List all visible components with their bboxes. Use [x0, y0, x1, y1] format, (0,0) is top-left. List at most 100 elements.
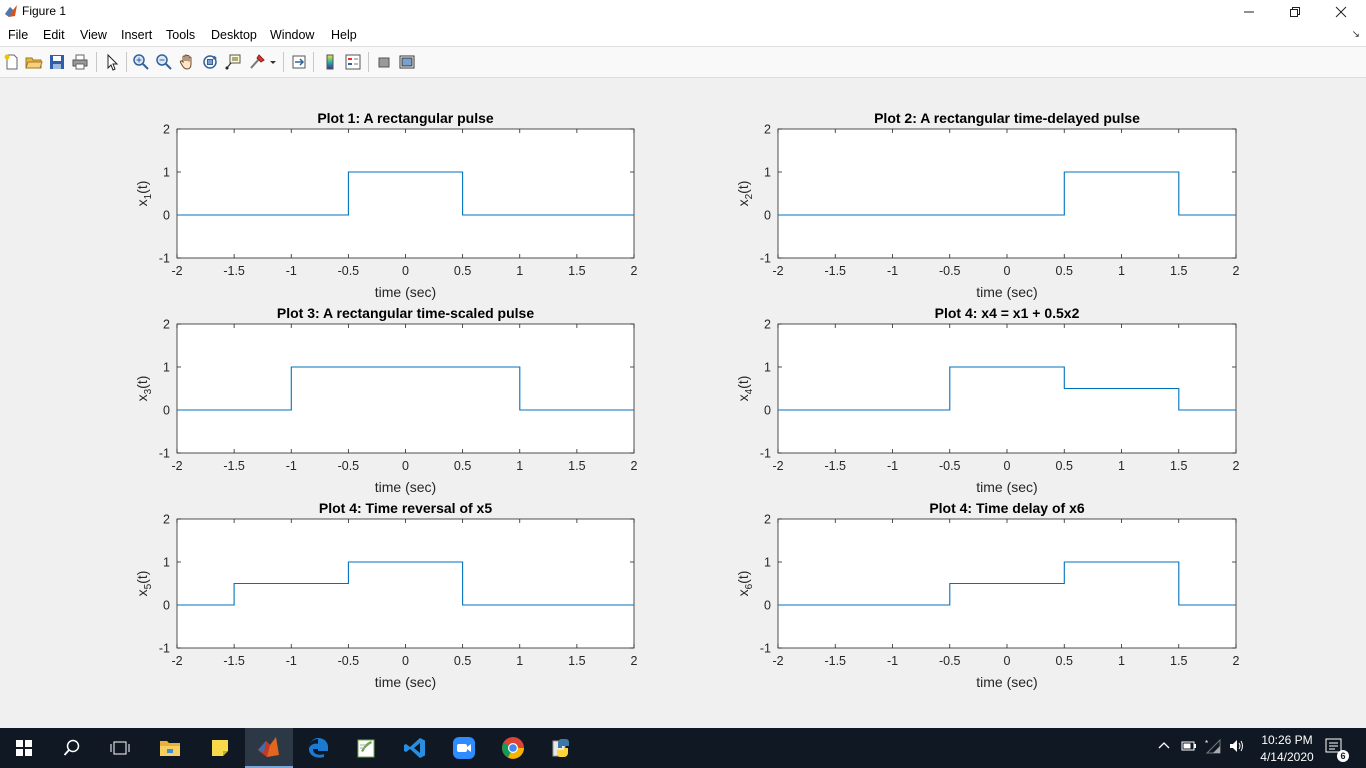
notepad-plus-button[interactable] — [342, 728, 390, 768]
new-figure-icon[interactable] — [3, 53, 21, 71]
edge-button[interactable] — [294, 728, 342, 768]
y-axis-label-tail: (t) — [134, 571, 150, 584]
x-tick-label: -1 — [286, 654, 297, 668]
y-axis-label-subscript: 6 — [744, 583, 755, 589]
signal-line[interactable] — [778, 171, 1236, 216]
link-plot-icon[interactable] — [290, 53, 308, 71]
subplot-1[interactable]: -2 -1.5 -1 -0.5 0 0.5 1 1.5 2 -1 0 1 2 Plot 1: A rect… — [134, 110, 638, 300]
x-tick-label: 1.5 — [1170, 264, 1187, 278]
y-tick-label: 2 — [163, 123, 170, 137]
subplot-4[interactable]: -2 -1.5 -1 -0.5 0 0.5 1 1.5 2 -1 0 1 2 Plot 4: x4 = x… — [735, 305, 1240, 495]
y-tick-label: 1 — [764, 556, 771, 570]
sticky-notes-button[interactable] — [196, 728, 244, 768]
x-axis-label: time (sec) — [375, 674, 436, 690]
menu-desktop[interactable]: Desktop — [211, 28, 257, 42]
plot-title: Plot 4: x4 = x1 + 0.5x2 — [935, 305, 1080, 321]
y-axis-label: x1(t) — [134, 181, 154, 207]
matlab-icon — [258, 737, 279, 757]
zoom-in-icon[interactable] — [132, 53, 150, 71]
restore-button[interactable] — [1272, 0, 1318, 24]
dock-figure-icon[interactable]: ↘ — [1351, 29, 1360, 40]
x-tick-label: 1 — [1118, 459, 1125, 473]
show-hidden-icons-icon[interactable] — [1157, 738, 1171, 755]
y-tick-label: -1 — [760, 447, 771, 461]
axes-box[interactable] — [176, 323, 635, 454]
notification-center-icon[interactable] — [1324, 737, 1346, 762]
menu-view[interactable]: View — [80, 28, 107, 42]
zoom-app-button[interactable] — [440, 728, 488, 768]
task-view-button[interactable] — [96, 728, 144, 768]
signal-line[interactable] — [177, 366, 634, 411]
axes-box[interactable] — [176, 128, 635, 259]
wifi-icon[interactable]: * — [1204, 738, 1222, 757]
figure-canvas[interactable]: -2 -1.5 -1 -0.5 0 0.5 1 1.5 2 -1 0 1 2 Plot 1: A rect… — [0, 77, 1366, 728]
hide-plot-tools-icon[interactable] — [375, 53, 393, 71]
signal-line[interactable] — [177, 561, 634, 606]
x-tick-label: -1.5 — [824, 459, 846, 473]
file-explorer-button[interactable] — [146, 728, 194, 768]
select-arrow-icon[interactable] — [103, 53, 121, 71]
x-tick-label: -0.5 — [338, 654, 360, 668]
show-plot-tools-icon[interactable] — [398, 53, 416, 71]
y-axis-label-subscript: 3 — [143, 388, 154, 394]
search-button[interactable] — [48, 728, 96, 768]
y-axis-label-subscript: 4 — [744, 388, 755, 394]
data-cursor-icon[interactable] — [224, 53, 242, 71]
x-tick-label: -0.5 — [939, 264, 961, 278]
subplot-3[interactable]: -2 -1.5 -1 -0.5 0 0.5 1 1.5 2 -1 0 1 2 Plot 3: A rect… — [134, 305, 638, 495]
subplot-5[interactable]: -2 -1.5 -1 -0.5 0 0.5 1 1.5 2 -1 0 1 2 Plot 4: Time r… — [134, 500, 638, 690]
zoom-icon — [453, 737, 475, 759]
chrome-button[interactable] — [489, 728, 537, 768]
menu-window[interactable]: Window — [270, 28, 315, 42]
x-tick-label: 1 — [516, 264, 523, 278]
pan-icon[interactable] — [178, 53, 196, 71]
y-tick-label: 1 — [764, 166, 771, 180]
print-icon[interactable] — [71, 53, 89, 71]
chrome-icon — [502, 737, 524, 759]
x-tick-label: 1 — [1118, 264, 1125, 278]
menu-bar: File Edit View Insert Tools Desktop Wind… — [0, 24, 1366, 46]
python-button[interactable] — [538, 728, 586, 768]
brush-icon[interactable] — [248, 53, 266, 71]
start-button[interactable] — [0, 728, 48, 768]
taskbar-clock-time[interactable]: 10:26 PM — [1261, 733, 1313, 747]
svg-text:*: * — [1205, 739, 1208, 748]
menu-edit[interactable]: Edit — [43, 28, 65, 42]
battery-icon[interactable] — [1181, 739, 1197, 756]
open-file-icon[interactable] — [25, 53, 43, 71]
axes-box[interactable] — [777, 128, 1237, 259]
signal-line[interactable] — [778, 366, 1236, 411]
notepad-plus-icon — [357, 739, 375, 758]
minimize-button[interactable] — [1226, 0, 1272, 24]
save-icon[interactable] — [48, 53, 66, 71]
zoom-out-icon[interactable] — [155, 53, 173, 71]
menu-tools[interactable]: Tools — [166, 28, 196, 42]
plot-title: Plot 2: A rectangular time-delayed pulse — [874, 110, 1140, 126]
x-tick-label: 1.5 — [568, 264, 585, 278]
brush-dropdown-icon[interactable] — [268, 53, 278, 71]
restore-icon — [1290, 7, 1300, 17]
subplot-6[interactable]: -2 -1.5 -1 -0.5 0 0.5 1 1.5 2 -1 0 1 2 Plot 4: Time d… — [735, 500, 1240, 690]
rotate-3d-icon[interactable] — [201, 53, 219, 71]
signal-line[interactable] — [177, 171, 634, 216]
y-tick-label: 0 — [163, 404, 170, 418]
vscode-button[interactable] — [391, 728, 439, 768]
taskbar-clock-date[interactable]: 4/14/2020 — [1260, 750, 1314, 764]
matlab-taskbar-button[interactable] — [245, 728, 293, 768]
insert-legend-icon[interactable] — [344, 53, 362, 71]
menu-help[interactable]: Help — [331, 28, 357, 42]
task-view-icon — [110, 741, 130, 755]
x-tick-label: 1.5 — [1170, 459, 1187, 473]
volume-icon[interactable] — [1228, 738, 1246, 757]
x-tick-label: 0.5 — [1056, 459, 1073, 473]
menu-file[interactable]: File — [8, 28, 29, 42]
signal-line[interactable] — [778, 561, 1236, 606]
insert-colorbar-icon[interactable] — [321, 53, 339, 71]
subplot-grid[interactable]: -2 -1.5 -1 -0.5 0 0.5 1 1.5 2 -1 0 1 2 Plot 1: A rect… — [0, 77, 1366, 728]
menu-insert[interactable]: Insert — [121, 28, 153, 42]
subplot-2[interactable]: -2 -1.5 -1 -0.5 0 0.5 1 1.5 2 -1 0 1 2 Plot 2: A rect… — [735, 110, 1240, 300]
x-tick-label: -1 — [887, 459, 898, 473]
close-button[interactable] — [1318, 0, 1364, 24]
title-bar: Figure 1 — [0, 0, 1366, 24]
y-tick-label: 0 — [163, 599, 170, 613]
